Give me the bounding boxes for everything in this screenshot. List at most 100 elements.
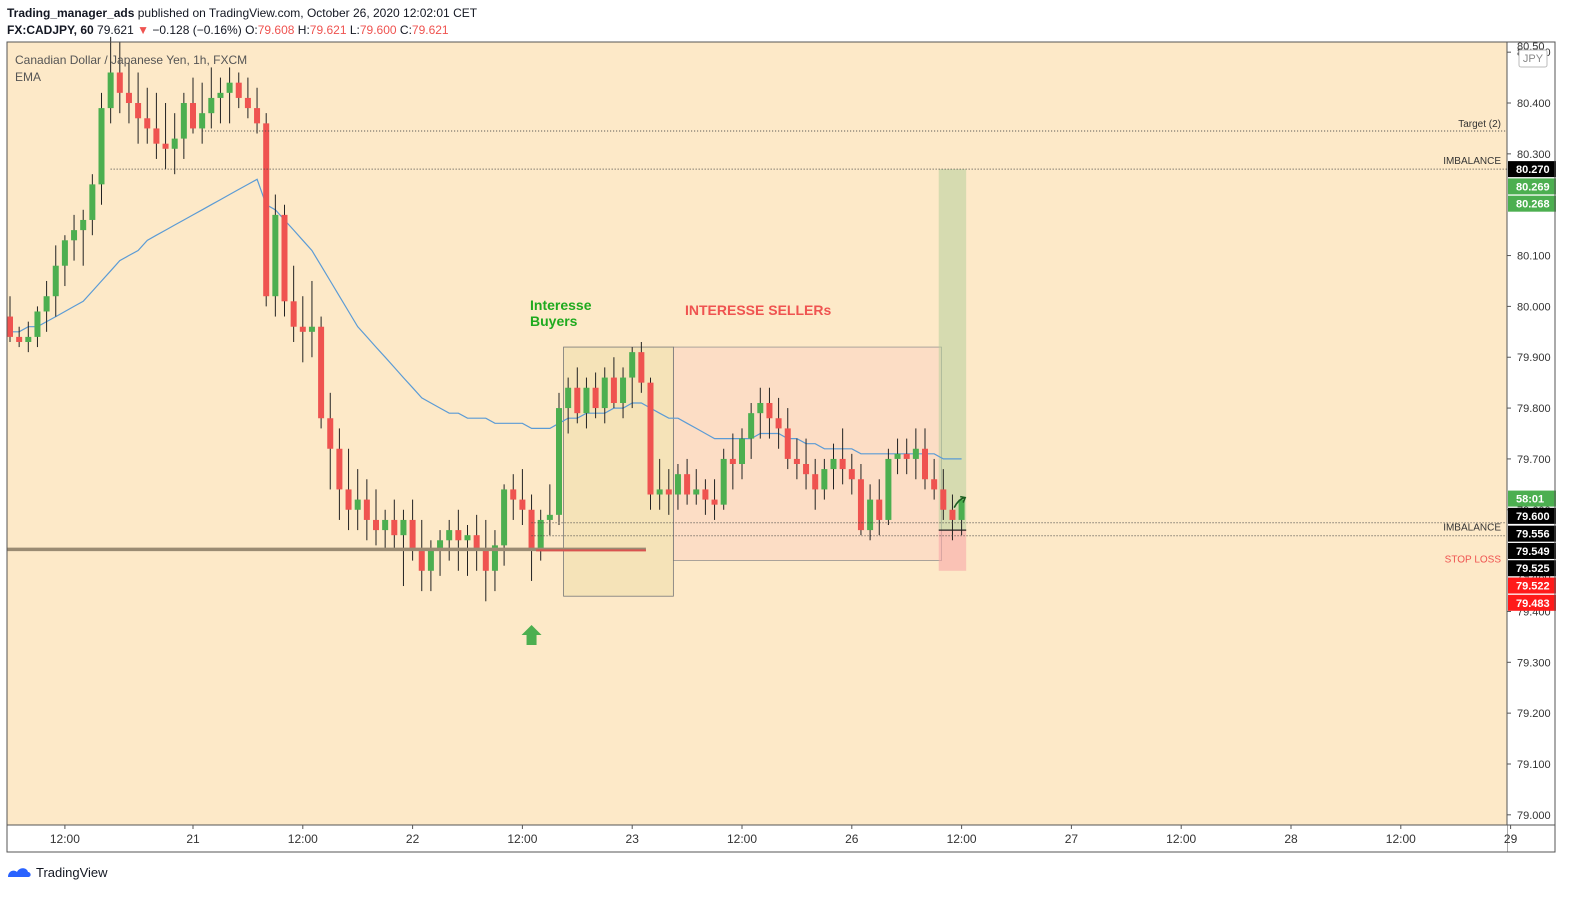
footer[interactable]: TradingView: [6, 862, 108, 882]
candle-body: [98, 108, 105, 185]
candle-body: [61, 240, 68, 266]
candle: [144, 87, 151, 144]
candle: [16, 326, 23, 348]
candle: [171, 113, 178, 175]
close-label: C:: [399, 23, 412, 37]
candle: [226, 67, 233, 124]
candle: [7, 296, 13, 342]
candle: [711, 479, 718, 520]
candle-body: [272, 214, 279, 297]
candle-body: [208, 97, 215, 114]
candle: [98, 92, 105, 205]
candle-body: [674, 474, 681, 495]
price-badge: 79.556: [1508, 525, 1556, 542]
candle: [876, 479, 883, 536]
candle-body: [857, 479, 864, 531]
candle-body: [199, 113, 206, 129]
buyers-label-line1: Interesse: [530, 297, 592, 313]
candle-body: [400, 519, 407, 536]
candle: [190, 77, 196, 134]
candle: [821, 458, 828, 500]
candle-body: [931, 479, 938, 490]
candle: [739, 428, 745, 480]
candle: [803, 438, 810, 490]
candle-body: [125, 92, 132, 104]
candle: [546, 484, 553, 536]
candle: [629, 347, 636, 409]
candle-body: [482, 550, 489, 571]
candle-body: [821, 469, 828, 490]
price-badge: 58:01: [1508, 490, 1556, 507]
candle: [455, 509, 462, 571]
price-badge-box: [1508, 525, 1556, 542]
candle-body: [25, 336, 32, 342]
candle: [107, 36, 114, 124]
candle: [903, 438, 910, 475]
candle: [848, 453, 855, 495]
candle-body: [473, 535, 480, 551]
candle: [162, 103, 169, 170]
legend-title[interactable]: Canadian Dollar / Japanese Yen, 1h, FXCM: [15, 53, 247, 67]
candle: [519, 469, 526, 526]
candle-body: [107, 72, 114, 109]
candle-body: [89, 184, 96, 220]
time-tick-label: 22: [406, 832, 420, 846]
candle-body: [373, 519, 379, 531]
candle: [556, 392, 562, 526]
candle: [894, 438, 901, 475]
candle-body: [464, 535, 471, 541]
candle: [89, 174, 96, 236]
ohlc-line: FX:CADJPY, 60 79.621 ▼ −0.128 (−0.16%) O…: [7, 23, 449, 37]
time-axis[interactable]: 12:00 21 12:00 22 12:00 23 12:00 26 12:00 27 12:00…: [7, 824, 1555, 852]
price-tick-label: 79.000: [1517, 810, 1551, 822]
candle-body: [418, 550, 425, 571]
price-badge: 79.549: [1508, 542, 1556, 559]
time-tick-label: 21: [186, 832, 200, 846]
candle-body: [784, 428, 791, 459]
candle-body: [382, 519, 389, 531]
candle: [43, 280, 50, 332]
low-value: 79.600: [359, 23, 397, 37]
time-tick-label: 27: [1065, 832, 1079, 846]
candle: [327, 392, 334, 490]
currency-badge-box: [1518, 49, 1548, 68]
price-badge-box: [1508, 594, 1556, 611]
candle: [153, 92, 160, 159]
legend-indicator[interactable]: EMA: [15, 70, 41, 84]
candle: [647, 377, 654, 510]
price-badges: 80.270 80.269 80.268 58:01 79.600 79.556 79.54…: [1508, 161, 1556, 611]
candle: [125, 62, 132, 124]
candle: [473, 514, 480, 571]
currency-badge-text: JPY: [1523, 53, 1544, 65]
price-badge: 80.270: [1508, 161, 1556, 178]
candle: [528, 494, 535, 581]
candle-body: [693, 489, 700, 495]
candle-body: [574, 387, 581, 414]
time-tick-label: 29: [1504, 832, 1518, 846]
candle-body: [739, 438, 745, 465]
candle-body: [263, 123, 270, 297]
candle-body: [885, 458, 892, 520]
annotation-lines: [7, 130, 1507, 645]
candle: [766, 387, 773, 439]
imbalance-top-label: IMBALANCE: [1443, 156, 1501, 167]
candle-body: [546, 514, 553, 520]
candle: [217, 77, 224, 124]
candle: [61, 235, 68, 287]
candle: [958, 499, 965, 536]
candle: [537, 509, 544, 561]
candle: [199, 82, 206, 144]
candle-body: [912, 448, 919, 459]
candle: [501, 484, 508, 566]
author-name[interactable]: Trading_manager_ads: [7, 6, 135, 20]
open-value: 79.608: [257, 23, 295, 37]
candle-body: [757, 402, 764, 414]
time-tick-label: 26: [845, 832, 859, 846]
currency-badge[interactable]: JPY: [1518, 49, 1548, 68]
candle-body: [638, 352, 645, 383]
price-badge: 79.522: [1508, 577, 1556, 594]
candle-body: [528, 509, 535, 551]
price-badge-label: 80.268: [1516, 199, 1550, 211]
price-badge: 79.525: [1508, 560, 1556, 577]
